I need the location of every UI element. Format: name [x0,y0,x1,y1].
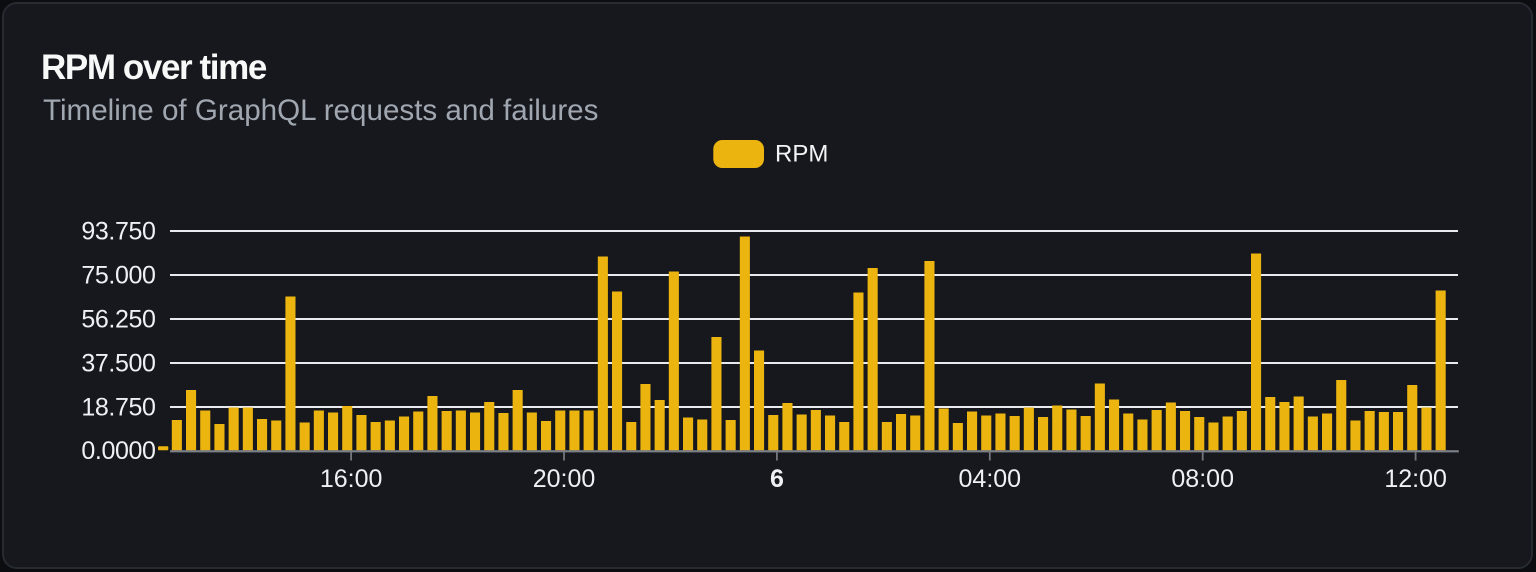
svg-text:08:00: 08:00 [1171,465,1234,493]
svg-text:37.500: 37.500 [81,350,155,378]
svg-text:20:00: 20:00 [533,465,596,493]
svg-text:RPM: RPM [775,141,828,168]
svg-text:04:00: 04:00 [959,465,1022,493]
svg-text:12:00: 12:00 [1384,465,1447,493]
svg-text:0.0000: 0.0000 [81,437,155,465]
svg-text:Timeline of GraphQL requests a: Timeline of GraphQL requests and failure… [43,94,598,127]
svg-text:18.750: 18.750 [81,394,155,422]
svg-text:75.000: 75.000 [81,262,155,290]
svg-text:16:00: 16:00 [320,465,383,493]
svg-text:93.750: 93.750 [81,218,155,246]
svg-text:6: 6 [770,465,784,493]
svg-text:RPM over time: RPM over time [41,48,267,87]
svg-text:56.250: 56.250 [81,306,155,334]
